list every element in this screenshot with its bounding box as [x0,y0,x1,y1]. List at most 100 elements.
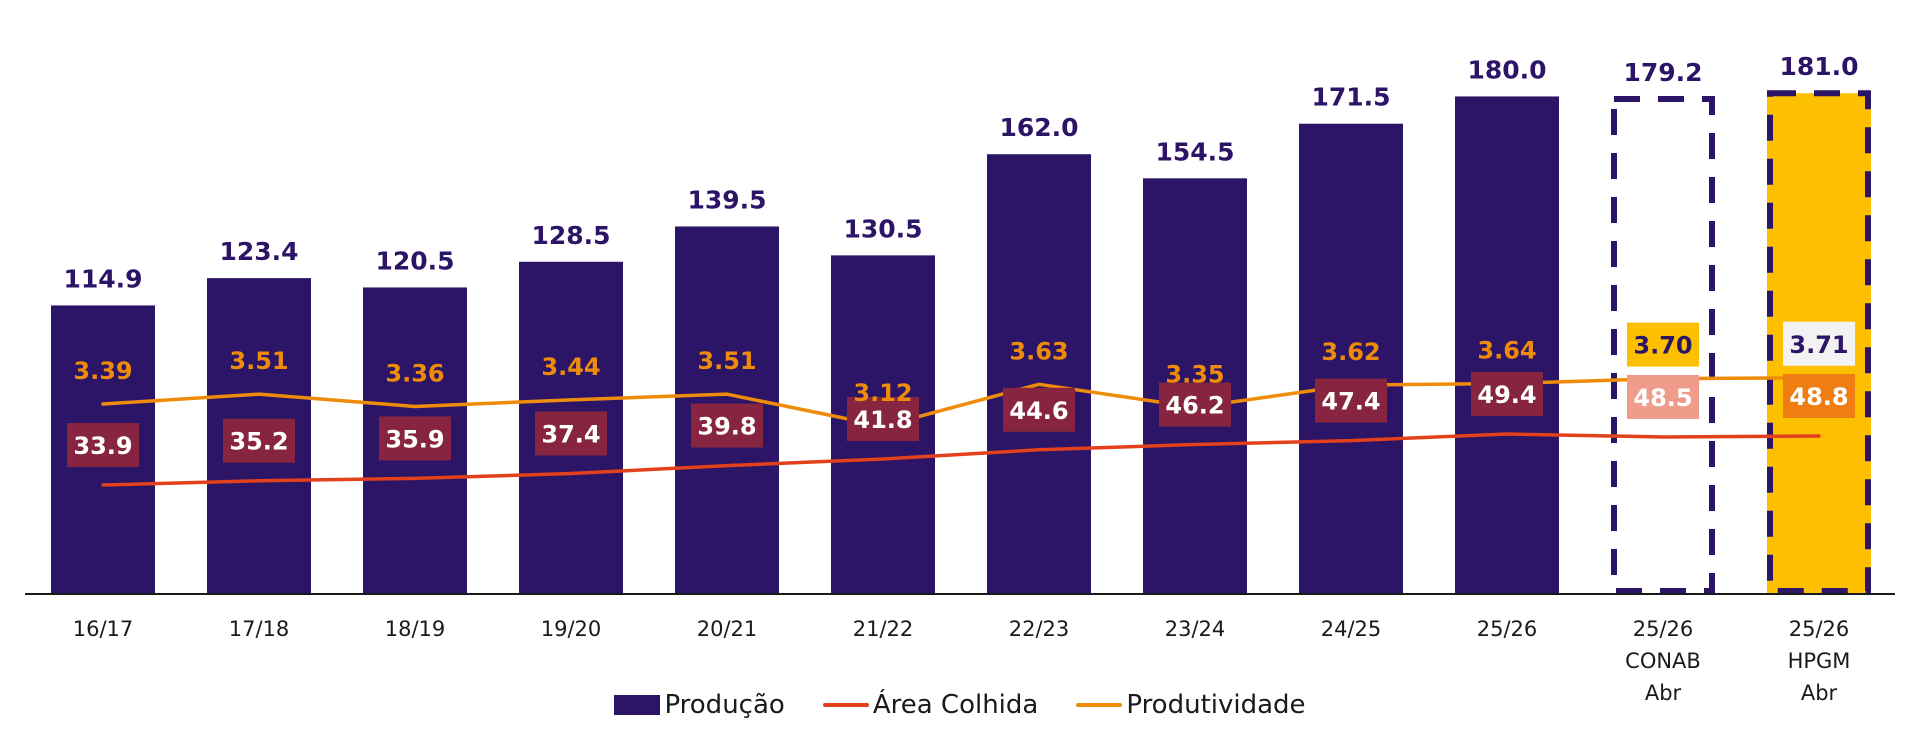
productivity-value-label: 3.36 [385,359,444,387]
x-tick-label-line: HPGM [1788,649,1851,673]
productivity-value-label: 3.12 [853,379,912,407]
production-value-label: 123.4 [219,237,298,266]
x-tick-label-line: 23/24 [1165,617,1226,641]
x-tick-label-line: 24/25 [1321,617,1382,641]
legend-swatch-produtividade [1076,703,1123,707]
area-value-labels: 33.9 35.2 35.9 37.4 39.8 41.8 44.6 46.2 47.4 49.4… [67,372,1855,467]
area-value-label-bg [379,416,451,461]
production-value-label: 162.0 [999,113,1078,142]
area-value-label-bg [1315,378,1387,423]
area-value-label: 47.4 [1321,388,1380,416]
productivity-value-label: 3.44 [541,353,600,381]
area-value-label: 49.4 [1477,381,1536,409]
productivity-value-label: 3.39 [73,357,132,385]
area-value-label: 39.8 [697,413,756,441]
productivity-value-label: 3.70 [1633,332,1692,360]
x-tick-label: 18/19 [385,617,446,641]
production-value-label: 130.5 [843,214,922,243]
x-tick-label-line: 25/26 [1789,617,1850,641]
x-tick-label: 25/26 HPGM Abr [1788,617,1851,705]
production-bar [987,154,1091,595]
x-tick-label: 16/17 [73,617,134,641]
x-tick-label-line: 25/26 [1633,617,1694,641]
production-value-label: 181.0 [1779,52,1858,81]
legend-item-produtividade: Produtividade [1076,690,1306,720]
productivity-value-labels: 3.39 3.51 3.36 3.44 3.51 3.12 3.63 3.35 3.62 3.64… [73,321,1855,407]
productivity-value-label: 3.62 [1321,338,1380,366]
x-tick-label: 22/23 [1009,617,1070,641]
legend-swatch-producao [614,695,661,715]
x-tick-label: 19/20 [541,617,602,641]
legend-label-producao: Produção [664,690,785,720]
x-tick-label: 23/24 [1165,617,1226,641]
area-value-label-bg [691,403,763,448]
x-tick-label: 25/26 [1477,617,1538,641]
production-value-label: 154.5 [1155,137,1234,166]
production-value-label: 171.5 [1311,83,1390,112]
productivity-value-label-bg [1627,322,1699,367]
production-bar-forecast-outline [1611,96,1715,594]
area-value-label-bg [1471,372,1543,417]
area-value-label-bg [223,418,295,463]
legend-item-producao: Produção [614,690,785,720]
x-tick-label-line: 21/22 [853,617,914,641]
legend-item-area-colhida: Área Colhida [822,690,1039,720]
area-colhida-line [101,432,1821,487]
productivity-value-label: 3.35 [1165,360,1224,388]
area-value-label-bg [1783,373,1855,418]
produtividade-line [101,376,1821,428]
production-bars [51,90,1871,595]
x-tick-label-line: 17/18 [229,617,290,641]
area-value-label: 44.6 [1009,397,1068,425]
production-value-label: 128.5 [531,221,610,250]
production-bar [1455,96,1559,594]
legend-swatch-area-colhida [822,703,869,707]
x-tick-label-line: CONAB [1625,649,1701,673]
area-value-label: 35.2 [229,428,288,456]
area-value-label: 37.4 [541,420,600,448]
x-tick-label-line: 18/19 [385,617,446,641]
productivity-value-label: 3.63 [1009,337,1068,365]
area-value-label: 48.8 [1789,383,1848,411]
area-value-label: 48.5 [1633,384,1692,412]
productivity-value-label: 3.64 [1477,337,1536,365]
x-tick-label: 21/22 [853,617,914,641]
x-tick-label-line: Abr [1801,681,1838,705]
x-tick-label-line: 25/26 [1477,617,1538,641]
productivity-value-label: 3.71 [1789,331,1848,359]
area-value-label-bg [1003,387,1075,432]
legend-label-area-colhida: Área Colhida [872,690,1039,720]
x-tick-label: 25/26 CONAB Abr [1625,617,1701,705]
area-value-label-bg [847,397,919,442]
productivity-value-label-bg [1783,321,1855,366]
production-value-label: 114.9 [63,264,142,293]
x-tick-label: 17/18 [229,617,290,641]
legend-label-produtividade: Produtividade [1126,690,1306,720]
area-value-label: 35.9 [385,425,444,453]
x-tick-label-line: 22/23 [1009,617,1070,641]
x-tick-label-line: Abr [1645,681,1682,705]
area-value-label-bg [1627,374,1699,419]
production-value-label: 180.0 [1467,55,1546,84]
production-bar-highlight-outline [1767,90,1871,595]
production-value-label: 139.5 [687,185,766,214]
chart-legend: Produção Área Colhida Produtividade [0,690,1920,720]
area-value-label-bg [67,423,139,467]
production-value-label: 120.5 [375,246,454,275]
productivity-value-label: 3.51 [697,347,756,375]
production-value-labels: 114.9 123.4 120.5 128.5 139.5 130.5 162.0 154.5… [63,52,1858,293]
x-tick-label-line: 16/17 [73,617,134,641]
area-value-label-bg [535,411,607,456]
x-tick-label: 24/25 [1321,617,1382,641]
x-axis-tick-labels: 16/17 17/18 18/19 19/20 20/21 21/22 22/23 23/24… [73,617,1851,705]
area-value-label: 41.8 [853,406,912,434]
area-value-label: 46.2 [1165,392,1224,420]
area-value-label-bg [1159,382,1231,427]
productivity-value-label: 3.51 [229,347,288,375]
area-value-label: 33.9 [73,432,132,460]
production-bar [1299,123,1403,595]
production-value-label: 179.2 [1623,58,1702,87]
x-tick-label: 20/21 [697,617,758,641]
series-lines [101,376,1821,487]
